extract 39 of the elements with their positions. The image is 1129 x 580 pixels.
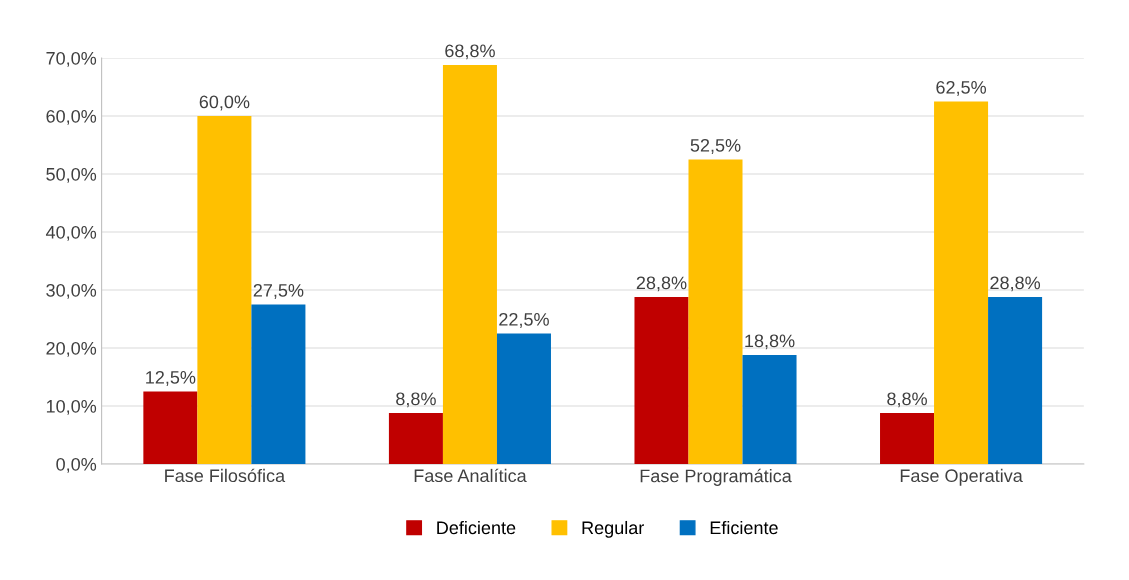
data-label: 52,5% [690, 138, 741, 154]
data-label: 22,5% [499, 312, 549, 328]
data-label: 18,8% [745, 334, 795, 350]
bar [442, 64, 497, 464]
data-label: 28,8% [636, 276, 687, 292]
x-tick-label: Fase Filosófica [165, 468, 286, 483]
bar [388, 412, 443, 464]
x-tick-label: Fase Operativa [900, 468, 1023, 486]
bar [143, 391, 198, 464]
legend-label: Deficiente [437, 520, 516, 535]
x-tick-label: Fase Programática [640, 468, 792, 486]
y-tick-label: 10,0% [46, 399, 97, 415]
y-tick-label: 30,0% [46, 283, 97, 299]
data-label: 8,8% [887, 392, 927, 408]
bar [634, 296, 689, 464]
bar [880, 412, 935, 464]
y-tick-label: 50,0% [46, 167, 97, 183]
bar [934, 101, 989, 464]
data-label: 12,5% [146, 370, 196, 386]
y-tick-label: 60,0% [46, 109, 97, 125]
bar [988, 296, 1043, 464]
y-tick-label: 0,0% [56, 457, 97, 473]
legend-label: Eficiente [710, 520, 778, 535]
y-tick-label: 70,0% [46, 51, 97, 67]
data-label: 60,0% [199, 95, 250, 111]
bar [251, 304, 306, 464]
data-label: 27,5% [253, 283, 304, 299]
legend-label: Regular [582, 520, 644, 538]
y-tick-label: 20,0% [46, 341, 97, 357]
bar [742, 354, 797, 464]
bar [197, 116, 252, 464]
data-label: 68,8% [445, 44, 495, 60]
data-label: 62,5% [936, 80, 987, 96]
bar [688, 159, 743, 464]
data-label: 28,8% [990, 276, 1041, 292]
x-tick-label: Fase Analítica [414, 468, 527, 483]
data-label: 8,8% [396, 392, 436, 408]
bar [496, 333, 551, 464]
y-tick-label: 40,0% [45, 225, 97, 241]
